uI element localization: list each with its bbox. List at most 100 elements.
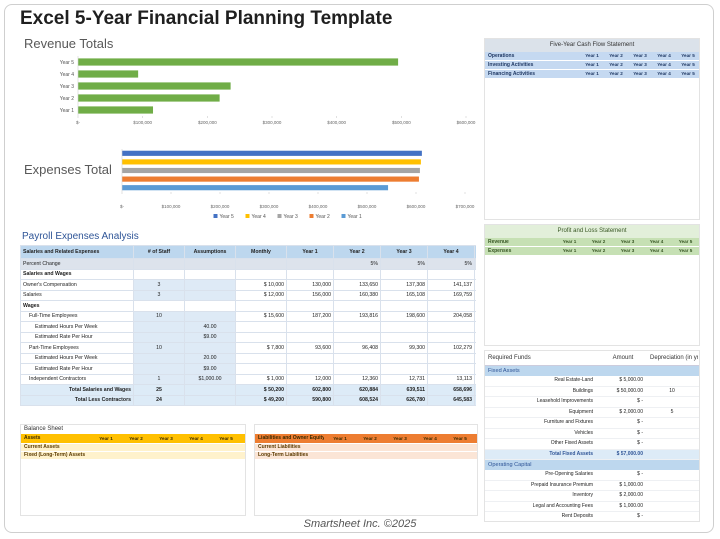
payroll-cell <box>380 268 428 280</box>
payroll-cell: 3 <box>133 279 185 291</box>
profit-loss-panel: Profit and Loss Statement Revenue Year 1 Ye… <box>484 224 700 346</box>
sheet-header-row: Long-Term Liabilities <box>255 452 477 460</box>
funds-row: Prepaid Insurance Premium $ 1,000.00 <box>485 480 699 491</box>
payroll-cell <box>333 331 381 343</box>
legend-label: Year 4 <box>252 214 266 220</box>
category-label: Year 1 <box>60 108 74 114</box>
payroll-row: Independent Contractors 1 $1,000.00 $ 1,000… <box>20 373 476 385</box>
funds-cell: Pre-Opening Salaries <box>545 471 593 477</box>
funds-cell: Inventory <box>572 492 593 498</box>
bar <box>78 58 399 66</box>
column-header: Year 3 <box>633 71 647 76</box>
header-cell: Year 2 <box>333 245 381 259</box>
payroll-panel: Payroll Expenses Analysis Salaries and Re… <box>20 231 476 413</box>
funds-cell: Total Fixed Assets <box>549 450 593 457</box>
payroll-cell <box>235 321 287 333</box>
payroll-cell <box>235 331 287 343</box>
funds-row: Leasehold Improvements $ - <box>485 397 699 408</box>
column-header: Year 1 <box>585 53 599 58</box>
payroll-cell: 645,583 <box>427 394 475 406</box>
payroll-cell: $ 15,600 <box>235 310 287 322</box>
funds-cell: $ 1,000.00 <box>619 502 643 509</box>
funds-cell: Furniture and Fixtures <box>544 419 593 425</box>
funds-cell: Prepaid Insurance Premium <box>531 481 593 488</box>
payroll-cell: 602,800 <box>286 384 334 396</box>
funds-row: Legal and Accounting Fees $ 1,000.00 <box>485 501 699 512</box>
column-header: Year 2 <box>609 62 623 67</box>
payroll-cell <box>380 363 428 375</box>
payroll-row: Owner's Compensation 3 $ 10,000 130,000 133,… <box>20 279 476 291</box>
payroll-cell: 664,951 <box>474 394 476 406</box>
payroll-cell <box>184 258 236 270</box>
column-header: Year 2 <box>609 53 623 58</box>
bar <box>78 106 154 114</box>
section-header: Long-Term Liabilities <box>258 452 309 458</box>
payroll-cell <box>474 331 476 343</box>
payroll-cell: 10 <box>133 342 185 354</box>
payroll-cell: Wages <box>20 300 134 312</box>
revenue-chart: Revenue Totals Year 5 Year 4 Year 3 Year 2 Ye… <box>24 36 476 125</box>
payroll-table: Salaries and Related Expenses # of Staff A… <box>20 245 476 406</box>
section-header: Liabilities and Owner Equity <box>258 435 324 441</box>
payroll-cell: 590,800 <box>286 394 334 406</box>
payroll-cell: 5% <box>380 258 428 270</box>
payroll-cell: 678,457 <box>474 384 476 396</box>
payroll-cell <box>380 352 428 364</box>
payroll-cell <box>286 268 334 280</box>
column-header: Year 4 <box>657 71 671 76</box>
sheet-header-row: Liabilities and Owner Equity Year 1 Year 2… <box>255 434 477 444</box>
bar <box>122 159 421 165</box>
payroll-cell <box>286 258 334 270</box>
x-tick-label: $200,000 <box>198 120 217 125</box>
required-funds-panel: Required Funds Amount Depreciation (in yrs… <box>484 350 700 522</box>
payroll-cell <box>427 331 475 343</box>
bar <box>122 167 420 174</box>
section-header: Assets <box>24 435 41 441</box>
header-cell: Year 4 <box>427 245 475 259</box>
payroll-cell <box>184 289 236 301</box>
column-header: Year 3 <box>159 436 173 441</box>
payroll-row: Salaries 3 $ 12,000 156,000 160,380 165,108 16… <box>20 289 476 301</box>
category-label: Year 3 <box>60 84 74 90</box>
x-tick-label: $600,000 <box>407 204 426 209</box>
funds-cell: Buildings <box>572 387 593 394</box>
column-header: Year 1 <box>562 248 577 253</box>
payroll-cell: $1,000.00 <box>184 373 236 385</box>
payroll-cell <box>380 331 428 343</box>
payroll-cell <box>184 394 236 406</box>
sheet-header-row: Current Assets <box>21 444 245 452</box>
payroll-cell: 160,380 <box>333 289 381 301</box>
payroll-cell: $9.00 <box>184 331 236 343</box>
sheet-header-row: Investing Activities Year 1 Year 2 Year 3 Ye… <box>485 61 699 70</box>
payroll-cell: 169,759 <box>427 289 475 301</box>
payroll-cell: $ 12,000 <box>235 289 287 301</box>
payroll-cell: 141,137 <box>427 279 475 291</box>
funds-cell: $ - <box>637 429 643 436</box>
payroll-cell: 165,108 <box>380 289 428 301</box>
frame <box>4 4 714 533</box>
funds-row: Pre-Opening Salaries $ - <box>485 470 699 481</box>
funds-cell: Rent Deposits <box>561 513 593 519</box>
payroll-cell <box>235 268 287 280</box>
sheet-header-row: Current Liabilities <box>255 444 477 452</box>
payroll-cell: 102,279 <box>427 342 475 354</box>
payroll-cell: 5% <box>427 258 475 270</box>
x-tick-label: $100,000 <box>133 120 152 125</box>
column-header: Year 2 <box>591 248 606 253</box>
section-header: Revenue <box>488 239 509 245</box>
column-header: Year 4 <box>657 53 671 58</box>
payroll-cell: 174,636 <box>474 289 476 301</box>
payroll-cell: 210,690 <box>474 310 476 322</box>
payroll-cell: 639,511 <box>380 384 428 396</box>
x-tick-label: $400,000 <box>309 204 328 209</box>
payroll-cell: Independent Contractors <box>20 373 134 385</box>
payroll-cell: 5% <box>474 258 476 270</box>
funds-cell: Legal and Accounting Fees <box>532 502 593 509</box>
payroll-cell: 620,884 <box>333 384 381 396</box>
sheet-header-row: Assets Year 1 Year 2 Year 3 Year 4 Year 5 <box>21 434 245 444</box>
payroll-cell: Percent Change <box>20 258 134 270</box>
payroll-cell <box>133 268 185 280</box>
payroll-row: Total Salaries and Wages 25 $ 50,200 602,80… <box>20 384 476 396</box>
funds-row: Equipment $ 2,000.00 5 <box>485 407 699 418</box>
